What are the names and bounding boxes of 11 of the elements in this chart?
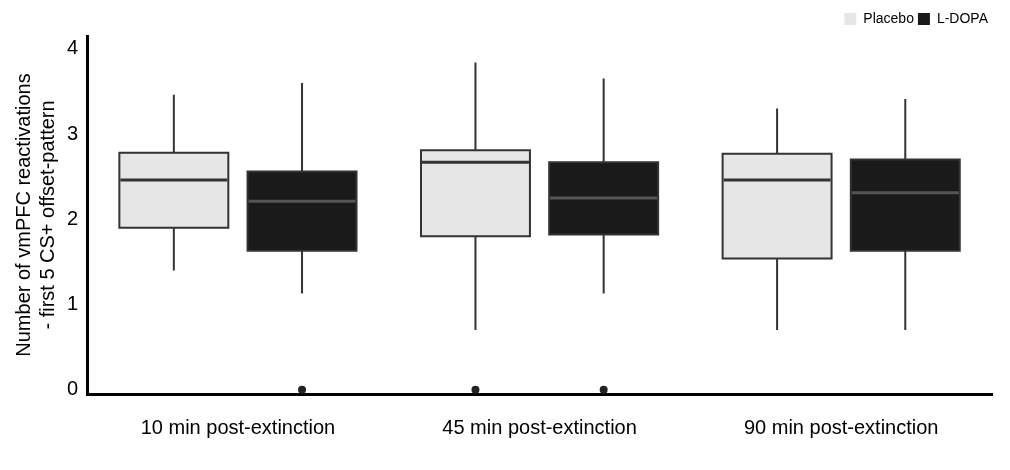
legend-label: Placebo [863, 9, 915, 26]
y-tick-label: 1 [67, 292, 79, 315]
y-axis-title: Number of vmPFC reactivations - first 5 CS+ offset-pattern [11, 73, 58, 357]
legend-label: L-DOPA [936, 9, 989, 26]
y-tick-label: 3 [67, 121, 79, 144]
y-tick-label: 2 [67, 206, 79, 229]
x-tick-label: 10 min post-extinction [140, 415, 336, 438]
y-tick-label: 0 [67, 377, 79, 400]
y-tick-label: 4 [67, 36, 79, 59]
x-tick-label: 45 min post-extinction [442, 415, 637, 438]
x-tick-label: 90 min post-extinction [743, 415, 939, 438]
